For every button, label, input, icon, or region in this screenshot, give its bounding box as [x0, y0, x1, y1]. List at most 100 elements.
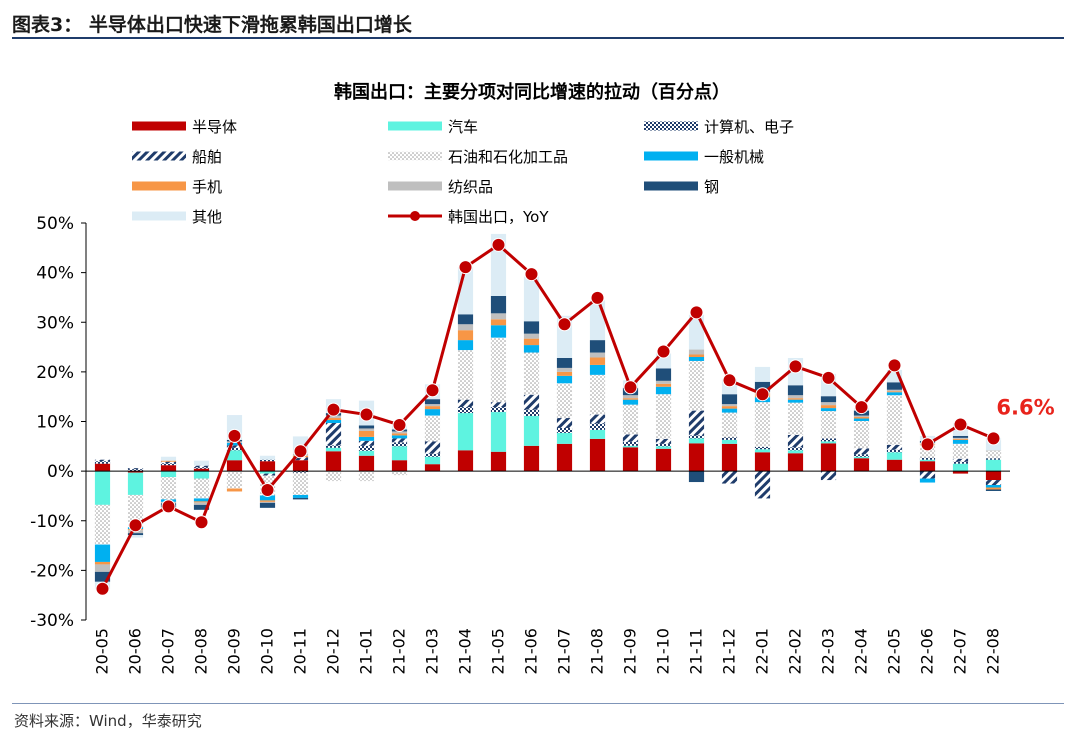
bar-segment	[457, 350, 474, 400]
x-tick-label: 22-02	[786, 628, 805, 675]
bar-segment	[622, 445, 639, 448]
x-tick-label: 22-05	[885, 628, 904, 675]
bar-segment	[391, 460, 408, 472]
bar-segment	[193, 465, 210, 468]
bar-segment	[952, 443, 969, 459]
bar-segment	[523, 445, 540, 472]
bar-segment	[193, 460, 210, 466]
axes: -30% -20% -10% 0% 10% 20% 30% 40% 50% 20-05 20-06 2…	[30, 214, 1010, 675]
bar-segment	[919, 457, 936, 460]
x-tick-label: 22-04	[852, 628, 871, 675]
legend-label: 韩国出口，YoY	[448, 208, 549, 226]
bar-segment	[589, 364, 606, 375]
legend-label: 船舶	[192, 148, 222, 166]
bar-segment	[292, 494, 309, 498]
legend-swatch	[132, 211, 186, 221]
legend-swatch	[644, 151, 698, 161]
bar-segment	[94, 571, 111, 582]
bar-segment	[523, 394, 540, 410]
bar-segment	[721, 408, 738, 413]
bar-segment	[193, 467, 210, 469]
legend-label: 钢	[704, 178, 719, 196]
bar-segment	[94, 544, 111, 562]
bar-segment	[787, 453, 804, 472]
yoy-point	[689, 305, 704, 320]
bar-segment	[919, 459, 936, 462]
bar-segment	[886, 459, 903, 472]
x-tick-label: 21-08	[588, 628, 607, 675]
x-tick-label: 21-10	[654, 628, 673, 675]
bar-segment	[787, 447, 804, 451]
bar-segment	[259, 500, 276, 502]
bar-stack	[688, 314, 705, 483]
bar-segment	[358, 445, 375, 451]
x-tick-label: 20-07	[159, 628, 178, 675]
bar-segment	[523, 321, 540, 334]
legend-swatch	[388, 181, 442, 191]
x-tick-label: 21-04	[456, 628, 475, 675]
x-tick-label: 21-11	[687, 628, 706, 675]
bar-segment	[853, 458, 870, 472]
bar-segment	[127, 535, 144, 538]
bar-stack	[457, 267, 474, 472]
legend-item: 汽车	[388, 118, 478, 136]
bar-segment	[490, 313, 507, 320]
bar-segment	[457, 399, 474, 408]
bar-segment	[391, 471, 408, 476]
bar-segment	[655, 383, 672, 387]
bar-segment	[985, 458, 1002, 460]
bar-segment	[292, 472, 309, 495]
bar-segment	[193, 501, 210, 503]
bar-segment	[424, 464, 441, 472]
bar-segment	[886, 444, 903, 450]
bar-segment	[556, 443, 573, 472]
bar-segment	[358, 450, 375, 456]
bar-segment	[622, 441, 639, 446]
bar-segment	[193, 498, 210, 502]
bar-segment	[721, 412, 738, 438]
x-tick-label: 21-07	[555, 628, 574, 675]
bar-segment	[523, 416, 540, 446]
bar-segment	[622, 447, 639, 472]
bar-segment	[919, 461, 936, 472]
bar-segment	[160, 471, 177, 478]
x-tick-label: 20-10	[258, 628, 277, 675]
yoy-point	[95, 581, 110, 596]
bar-segment	[292, 460, 309, 472]
bar-segment	[490, 325, 507, 338]
bar-segment	[985, 489, 1002, 491]
bar-segment	[754, 366, 771, 382]
y-tick-label: 40%	[36, 264, 74, 284]
bar-segment	[853, 417, 870, 419]
bar-segment	[886, 391, 903, 393]
bar-segment	[655, 368, 672, 381]
yoy-line	[101, 243, 995, 590]
bar-segment	[226, 471, 243, 489]
bar-segment	[490, 407, 507, 413]
bar-segment	[886, 382, 903, 390]
bar-segment	[193, 504, 210, 510]
yoy-point	[227, 428, 242, 443]
bar-segment	[754, 381, 771, 392]
bar-segment	[259, 495, 276, 501]
bar-segment	[655, 443, 672, 447]
bar-segment	[820, 441, 837, 444]
bar-segment	[424, 415, 441, 442]
bar-segment	[589, 340, 606, 353]
legend-item: 纺织品	[388, 178, 493, 196]
bar-segment	[160, 463, 177, 466]
bar-segment	[127, 468, 144, 470]
bar-segment	[193, 502, 210, 505]
yoy-point	[524, 267, 539, 282]
bar-segment	[985, 487, 1002, 490]
yoy-point	[788, 359, 803, 374]
yoy-point	[722, 373, 737, 388]
bar-segment	[589, 300, 606, 341]
bar-segment	[721, 471, 738, 484]
bar-segment	[952, 458, 969, 462]
bar-segment	[952, 438, 969, 440]
legend-label: 石油和石化加工品	[448, 148, 568, 166]
bar-segment	[655, 438, 672, 444]
bar-segment	[556, 383, 573, 419]
bar-segment	[127, 533, 144, 536]
